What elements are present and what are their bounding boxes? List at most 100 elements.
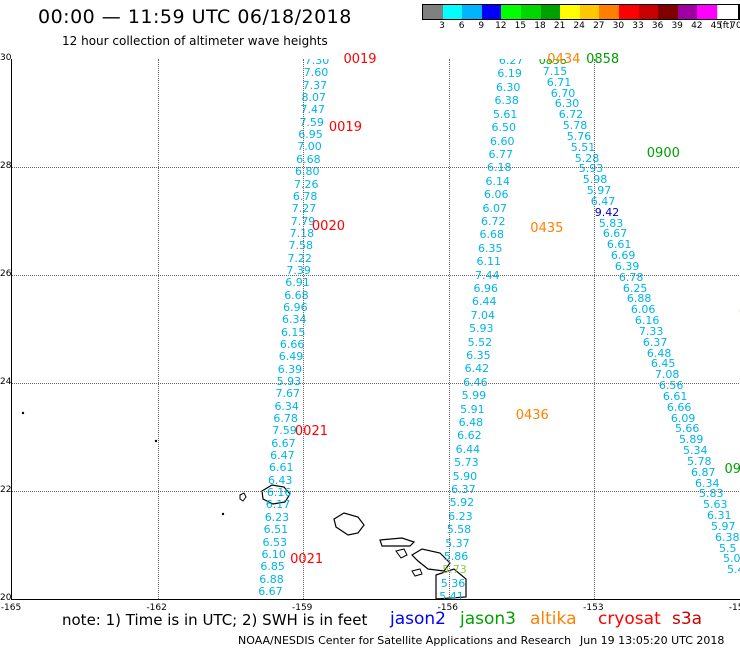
wave-height-value: 9.42 xyxy=(594,205,620,219)
wave-height-value: 5.76 xyxy=(566,129,592,143)
wave-height-value: 7.15 xyxy=(542,64,568,78)
legend-item-altika: altika xyxy=(530,609,577,629)
wave-height-value: 7.58 xyxy=(288,239,314,253)
wave-height-value: 6.85 xyxy=(260,560,285,574)
color-scale-label: 18 xyxy=(534,21,546,31)
wave-height-value: 6.10 xyxy=(261,547,286,561)
wave-height-value: 5.51 xyxy=(570,140,596,154)
pass-time-label: 09 xyxy=(724,461,740,477)
wave-height-value: 6.38 xyxy=(494,94,519,108)
wave-height-value: 6.38 xyxy=(715,530,740,544)
wave-height-value: 6.06 xyxy=(483,188,509,202)
island-kahoolawe xyxy=(411,568,423,577)
color-scale-swatch xyxy=(520,5,541,19)
wave-height-value: 6.23 xyxy=(448,509,473,523)
wave-height-value: 6.47 xyxy=(590,194,616,208)
color-scale-swatch xyxy=(697,5,717,19)
wave-height-value: 6.06 xyxy=(630,303,656,317)
islet-dot xyxy=(21,411,25,415)
wave-height-value: 6.34 xyxy=(694,476,720,490)
y-tick-label: 26 xyxy=(0,269,12,279)
wave-height-value: 6.67 xyxy=(271,436,296,450)
wave-height-value: 6.78 xyxy=(292,189,318,203)
wave-height-value: 6.61 xyxy=(662,389,688,403)
wave-height-value: 5.0 xyxy=(723,552,740,566)
wave-height-value: 5.90 xyxy=(452,469,478,483)
pass-time-label: 0434 xyxy=(547,52,581,68)
wave-height-value: 5.83 xyxy=(598,216,624,230)
wave-height-value: 7.04 xyxy=(470,308,496,322)
wave-height-value: 6.53 xyxy=(262,535,288,549)
wave-height-value: 6.50 xyxy=(491,121,516,135)
gridline-horizontal xyxy=(12,167,740,168)
x-tick-label: -153 xyxy=(583,603,604,613)
pass-time-label: 0021 xyxy=(290,551,324,567)
wave-height-value: 6.39 xyxy=(614,259,640,273)
wave-height-value: 5.5 xyxy=(719,541,737,555)
color-scale-swatch xyxy=(716,5,738,19)
wave-height-value: 6.88 xyxy=(626,292,652,306)
wave-height-value: 6.56 xyxy=(658,379,684,393)
wave-height-value: 7.26 xyxy=(293,177,319,191)
wave-height-value: 6.66 xyxy=(666,400,692,414)
wave-height-value: 5.61 xyxy=(492,107,518,121)
wave-height-value: 6.09 xyxy=(670,411,696,425)
gridline-vertical xyxy=(303,59,305,599)
footer-note: note: 1) Time is in UTC; 2) SWH is in fe… xyxy=(62,611,368,629)
wave-height-value: 6.19 xyxy=(497,67,522,81)
color-scale-swatch xyxy=(481,5,502,19)
y-tick-label: 24 xyxy=(0,377,12,387)
wave-height-value: 6.45 xyxy=(650,357,676,371)
wave-height-value: 7.22 xyxy=(287,251,312,265)
wave-height-value: 5.83 xyxy=(698,487,724,501)
x-tick-label: -156 xyxy=(437,603,459,613)
legend-item-cryosat: cryosat xyxy=(598,609,661,629)
wave-height-value: 6.48 xyxy=(646,346,672,360)
gridline-vertical xyxy=(157,59,159,599)
color-scale-label: 21 xyxy=(553,21,566,31)
y-tick-label: 20 xyxy=(0,593,12,603)
wave-height-value: 7.60 xyxy=(303,66,329,80)
wave-height-value: 7.00 xyxy=(297,140,322,154)
pass-time-label: 0019 xyxy=(343,52,377,68)
pass-time-label: 0900 xyxy=(646,145,680,161)
wave-height-value: 6.30 xyxy=(495,80,521,94)
wave-height-value: 6.15 xyxy=(280,325,306,339)
pass-time-label: 0435 xyxy=(530,220,564,236)
color-scale-swatch xyxy=(677,5,698,19)
wave-height-value: 6.61 xyxy=(269,461,294,475)
wave-height-value: 6.91 xyxy=(285,276,310,290)
wave-height-value: 5.78 xyxy=(686,454,712,468)
color-scale-swatch xyxy=(462,5,482,19)
wave-height-value: 6.07 xyxy=(482,201,508,215)
color-scale-swatch xyxy=(599,5,619,19)
wave-height-value: 5.89 xyxy=(678,433,704,447)
islet-dot xyxy=(154,439,158,443)
color-scale-swatch xyxy=(618,5,639,19)
x-tick-label: -162 xyxy=(146,603,167,613)
wave-height-value: 5.52 xyxy=(467,335,493,349)
wave-height-value: 7.59 xyxy=(272,424,297,438)
wave-height-value: 6.66 xyxy=(279,338,305,351)
wave-height-value: 5.63 xyxy=(702,498,728,512)
wave-height-value: 6.39 xyxy=(277,362,303,376)
gridline-vertical xyxy=(448,59,450,599)
x-tick-label: -159 xyxy=(291,603,313,613)
wave-height-value: 6.68 xyxy=(479,228,505,242)
wave-height-value: 5.93 xyxy=(578,162,604,176)
color-scale-swatch xyxy=(442,5,463,19)
x-tick-label: -165 xyxy=(0,603,22,613)
color-scale-swatch xyxy=(560,5,580,19)
color-scale-label: (ft) xyxy=(719,21,733,31)
island-maui xyxy=(411,548,451,572)
gridline-horizontal xyxy=(12,491,740,492)
wave-height-value: 6.27 xyxy=(498,59,524,68)
wave-height-value: 6.72 xyxy=(481,214,506,228)
wave-height-value: 6.46 xyxy=(463,375,488,389)
wave-height-value: 6.71 xyxy=(546,75,572,89)
wave-height-value: 5.41 xyxy=(439,590,464,600)
gridline-horizontal xyxy=(12,383,740,384)
wave-height-value: 6.35 xyxy=(478,241,503,255)
wave-height-value: 7.67 xyxy=(275,387,301,401)
wave-height-value: 5.97 xyxy=(711,519,736,533)
